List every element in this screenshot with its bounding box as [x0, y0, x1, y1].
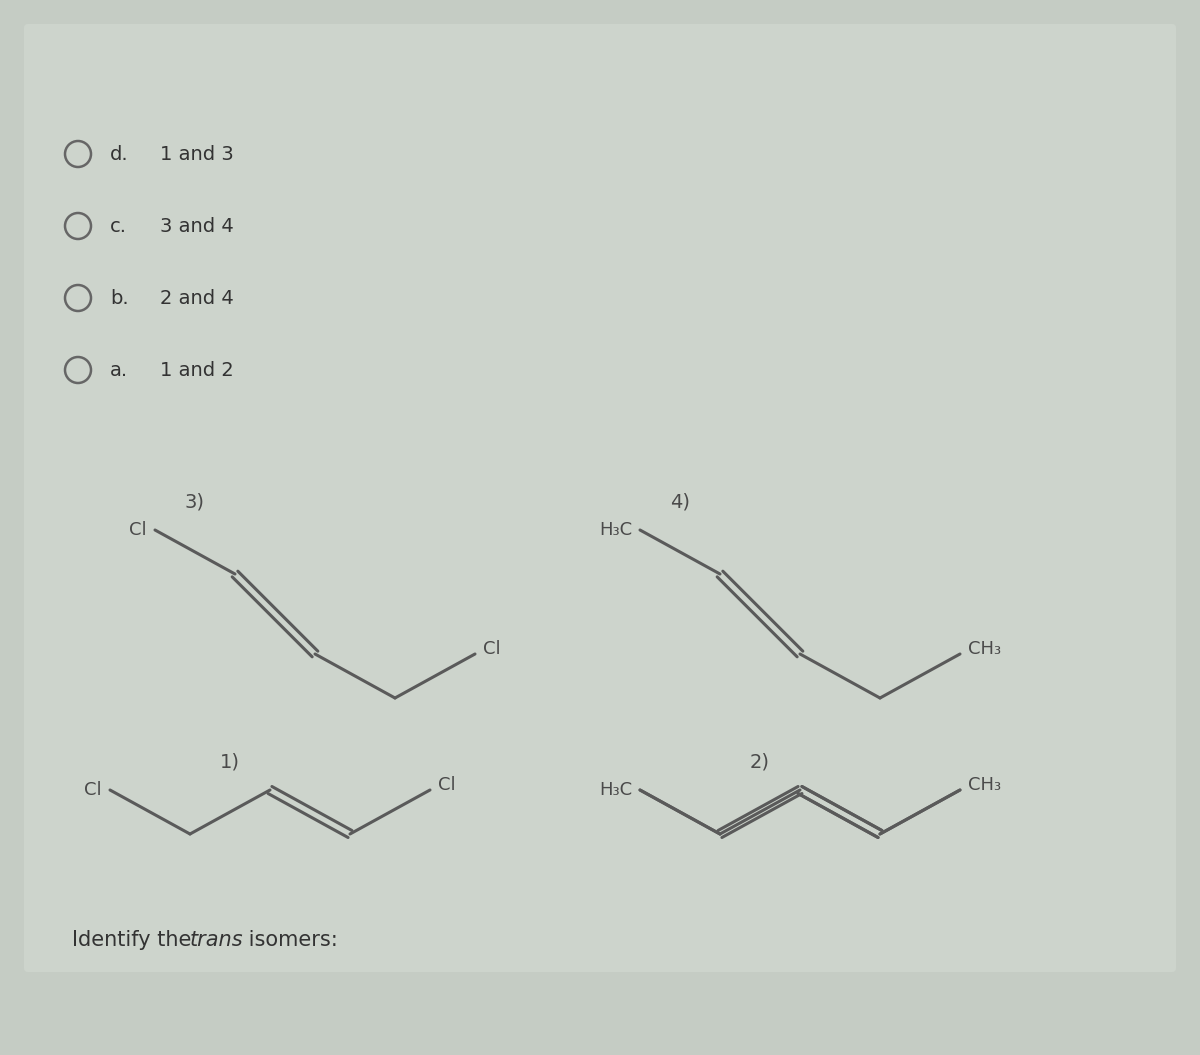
Text: Identify the: Identify the — [72, 931, 198, 950]
Text: H₃C: H₃C — [599, 521, 632, 539]
Text: Cl: Cl — [438, 776, 456, 794]
Text: 3 and 4: 3 and 4 — [160, 216, 234, 235]
Text: 1): 1) — [220, 752, 240, 771]
Text: isomers:: isomers: — [242, 931, 337, 950]
Text: Cl: Cl — [130, 521, 148, 539]
Text: 3): 3) — [185, 492, 205, 511]
Text: 1 and 3: 1 and 3 — [160, 145, 234, 164]
Text: CH₃: CH₃ — [968, 776, 1001, 794]
Text: Cl: Cl — [84, 781, 102, 799]
Text: 4): 4) — [670, 492, 690, 511]
Text: a.: a. — [110, 361, 128, 380]
Text: d.: d. — [110, 145, 128, 164]
Text: trans: trans — [190, 931, 244, 950]
Text: 2): 2) — [750, 752, 770, 771]
Text: Cl: Cl — [482, 640, 500, 658]
Text: CH₃: CH₃ — [968, 640, 1001, 658]
Text: 2 and 4: 2 and 4 — [160, 288, 234, 307]
Text: H₃C: H₃C — [599, 781, 632, 799]
Text: b.: b. — [110, 288, 128, 307]
Text: 1 and 2: 1 and 2 — [160, 361, 234, 380]
FancyBboxPatch shape — [24, 24, 1176, 972]
Text: c.: c. — [110, 216, 127, 235]
